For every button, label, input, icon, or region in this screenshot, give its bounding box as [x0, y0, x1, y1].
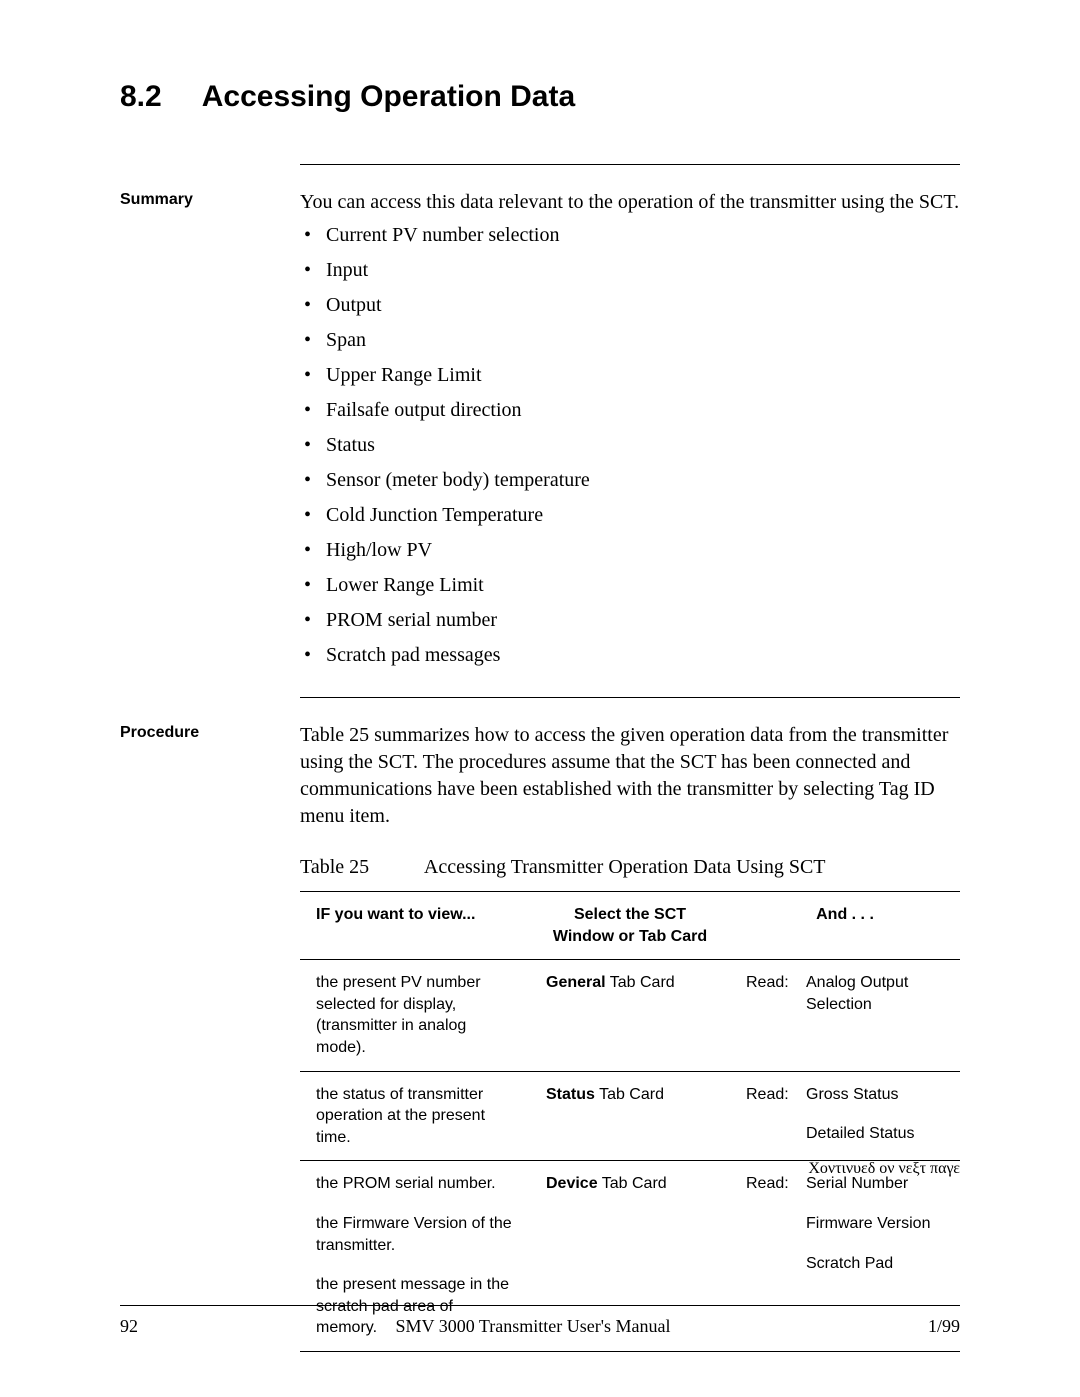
read-item: Analog Output Selection [806, 972, 944, 1015]
cell-text: the Firmware Version of the transmitter. [316, 1213, 514, 1256]
cell-text: the present PV number selected for displ… [316, 972, 514, 1058]
list-item: Upper Range Limit [300, 362, 960, 389]
read-item: Scratch Pad [806, 1253, 930, 1275]
procedure-body: Table 25 summarizes how to access the gi… [300, 722, 960, 1352]
section-heading: 8.2 Accessing Operation Data [120, 80, 960, 114]
heading-number: 8.2 [120, 80, 162, 114]
list-item: Span [300, 327, 960, 354]
th-ellipsis: ... [462, 906, 475, 923]
table-cell: the status of transmitter operation at t… [300, 1071, 530, 1161]
list-item: Input [300, 257, 960, 284]
table-header: IF you want to view... [300, 892, 530, 960]
read-item: Firmware Version [806, 1213, 930, 1235]
table-row: the present PV number selected for displ… [300, 960, 960, 1071]
read-item: Detailed Status [806, 1123, 915, 1145]
footer-page-number: 92 [120, 1316, 138, 1337]
rule [300, 164, 960, 165]
list-item: PROM serial number [300, 607, 960, 634]
cell-rest: Tab Card [606, 974, 675, 991]
list-item: Cold Junction Temperature [300, 502, 960, 529]
read-label: Read: [746, 1084, 806, 1145]
heading-title: Accessing Operation Data [202, 80, 575, 114]
list-item: Lower Range Limit [300, 572, 960, 599]
read-items: Analog Output Selection [806, 972, 944, 1015]
read-label: Read: [746, 972, 806, 1015]
table-cell: Read: Gross Status Detailed Status [730, 1071, 960, 1161]
th-text: IF you want to view [316, 906, 462, 923]
list-item: Sensor (meter body) temperature [300, 467, 960, 494]
procedure-para: Table 25 summarizes how to access the gi… [300, 722, 960, 830]
procedure-label: Procedure [120, 722, 300, 1352]
summary-body: You can access this data relevant to the… [300, 189, 960, 677]
footer-date: 1/99 [928, 1316, 960, 1337]
cell-rest: Tab Card [598, 1175, 667, 1192]
operation-data-table: IF you want to view... Select the SCT Wi… [300, 891, 960, 1352]
cell-rest: Tab Card [595, 1086, 664, 1103]
continued-note: Χοντινυεδ ον νεξτ παγε [808, 1160, 960, 1178]
table-cell: General Tab Card [530, 960, 730, 1071]
table-caption-text: Accessing Transmitter Operation Data Usi… [424, 856, 826, 878]
summary-label: Summary [120, 189, 300, 677]
table-caption-label: Table 25 [300, 854, 420, 881]
rule [300, 697, 960, 698]
cell-text: the status of transmitter operation at t… [316, 1084, 514, 1149]
list-item: High/low PV [300, 537, 960, 564]
list-item: Status [300, 432, 960, 459]
footer-title: SMV 3000 Transmitter User's Manual [396, 1316, 671, 1337]
cell-bold: Status [546, 1086, 595, 1103]
list-item: Current PV number selection [300, 222, 960, 249]
procedure-section: Procedure Table 25 summarizes how to acc… [120, 722, 960, 1352]
table-header: And . . . [730, 892, 960, 960]
read-label: Read: [746, 1173, 806, 1274]
table-cell: the present PV number selected for displ… [300, 960, 530, 1071]
table-cell: Read: Analog Output Selection [730, 960, 960, 1071]
read-items: Serial Number Firmware Version Scratch P… [806, 1173, 930, 1274]
table-cell: Status Tab Card [530, 1071, 730, 1161]
list-item: Output [300, 292, 960, 319]
table-caption: Table 25 Accessing Transmitter Operation… [300, 854, 960, 881]
read-items: Gross Status Detailed Status [806, 1084, 915, 1145]
summary-section: Summary You can access this data relevan… [120, 189, 960, 677]
read-item: Gross Status [806, 1084, 915, 1106]
cell-text: the PROM serial number. [316, 1173, 514, 1195]
table-header-row: IF you want to view... Select the SCT Wi… [300, 892, 960, 960]
cell-bold: Device [546, 1175, 598, 1192]
table-header: Select the SCT Window or Tab Card [530, 892, 730, 960]
cell-bold: General [546, 974, 606, 991]
table-row: the status of transmitter operation at t… [300, 1071, 960, 1161]
summary-bullet-list: Current PV number selection Input Output… [300, 222, 960, 669]
document-page: 8.2 Accessing Operation Data Summary You… [0, 0, 1080, 1397]
list-item: Failsafe output direction [300, 397, 960, 424]
list-item: Scratch pad messages [300, 642, 960, 669]
summary-intro: You can access this data relevant to the… [300, 189, 960, 216]
page-footer: 92 SMV 3000 Transmitter User's Manual 1/… [120, 1305, 960, 1337]
